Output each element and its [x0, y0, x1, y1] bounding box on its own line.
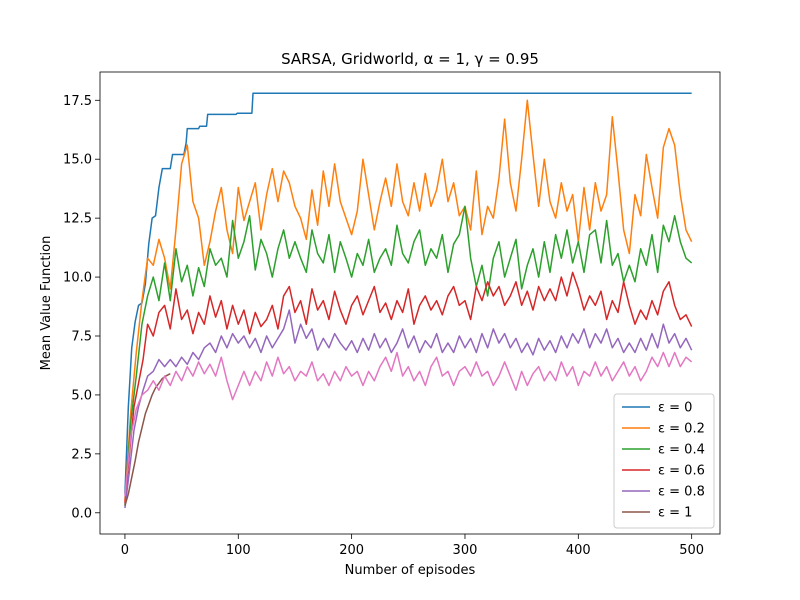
- series-line-6: [124, 351, 693, 497]
- x-tick-label: 300: [453, 543, 478, 558]
- y-tick-label: 2.5: [71, 447, 92, 462]
- legend-label: ε = 0.2: [658, 422, 705, 437]
- x-tick-label: 400: [566, 543, 591, 558]
- x-tick-label: 100: [226, 543, 251, 558]
- series-line-2: [124, 205, 693, 506]
- legend-label: ε = 0.8: [658, 485, 705, 500]
- legend-label: ε = 1: [658, 506, 692, 521]
- y-tick-label: 0.0: [71, 506, 92, 521]
- series-line-3: [124, 271, 693, 504]
- x-tick-label: 0: [121, 543, 129, 558]
- plot-frame: [99, 71, 721, 535]
- y-tick-label: 15.0: [63, 153, 92, 168]
- x-axis-ticks: 0 100 200 300 400 500: [121, 534, 704, 558]
- series-line-1: [124, 99, 693, 502]
- x-tick-label: 200: [339, 543, 364, 558]
- y-axis-label: Mean Value Function: [39, 236, 54, 371]
- legend: ε = 0 ε = 0.2 ε = 0.4 ε = 0.6 ε = 0.8 ε = 1: [613, 393, 715, 529]
- legend-label: ε = 0.4: [658, 443, 705, 458]
- legend-label: ε = 0: [658, 401, 692, 416]
- y-tick-label: 7.5: [71, 330, 92, 345]
- y-axis-ticks: 0.0 2.5 5.0 7.5 10.0 12.5 15.0 17.5: [63, 94, 100, 521]
- y-tick-label: 17.5: [63, 94, 92, 109]
- chart-title: SARSA, Gridworld, α = 1, γ = 0.95: [281, 50, 539, 68]
- series-line-5: [124, 373, 171, 506]
- x-tick-label: 500: [679, 543, 704, 558]
- legend-label: ε = 0.6: [658, 464, 705, 479]
- y-tick-label: 10.0: [63, 271, 92, 286]
- plot-series-group: [124, 92, 693, 509]
- x-axis-label: Number of episodes: [345, 563, 476, 578]
- series-line-4: [124, 309, 693, 509]
- y-tick-label: 12.5: [63, 212, 92, 227]
- series-line-0: [124, 92, 692, 494]
- y-tick-label: 5.0: [71, 388, 92, 403]
